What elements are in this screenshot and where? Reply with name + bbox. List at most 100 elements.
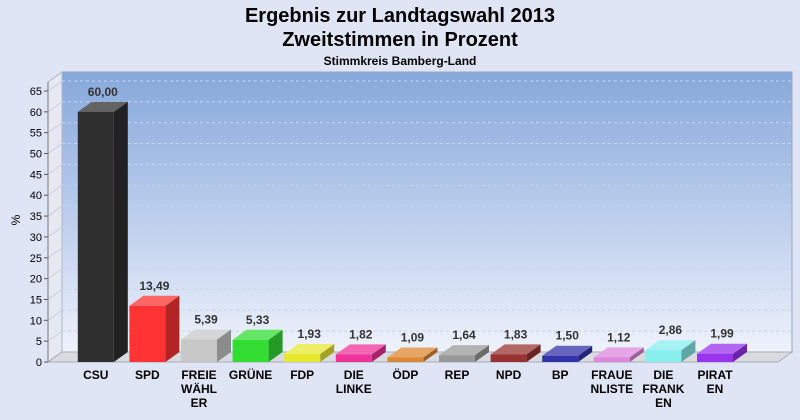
bar-top: [542, 345, 593, 356]
category-label: BP: [552, 368, 569, 382]
category-label: FRAUE: [591, 368, 632, 382]
bar-top: [593, 347, 644, 358]
bar-top: [335, 344, 386, 355]
y-tick-label: 0: [36, 357, 42, 369]
bar: [387, 347, 438, 362]
bar-front: [77, 111, 114, 362]
category-label: WÄHL: [181, 381, 217, 396]
category-label: DIE: [344, 368, 364, 382]
bar-side: [320, 343, 335, 362]
bar: [439, 345, 489, 362]
bar-top: [439, 345, 489, 356]
value-label: 1,64: [452, 328, 476, 342]
chart-constituency: Stimmkreis Bamberg-Land: [323, 54, 477, 68]
bar-side: [475, 345, 489, 362]
category-label: REP: [445, 368, 470, 382]
bar-front: [129, 305, 166, 362]
bar: [284, 343, 335, 362]
bar-front: [542, 355, 579, 362]
category-label: EN: [707, 382, 724, 396]
bar: [542, 345, 593, 362]
bar-side: [423, 347, 438, 362]
y-tick-label: 20: [30, 274, 42, 286]
bar-side: [681, 340, 696, 362]
category-label: ER: [191, 396, 208, 410]
bar-front: [593, 357, 630, 362]
gridline-side: [47, 143, 63, 154]
bar-top: [645, 340, 696, 351]
bar-front: [439, 355, 475, 362]
bar-side: [113, 101, 128, 362]
value-label: 1,93: [298, 327, 322, 341]
bars: [77, 101, 747, 362]
gridline-side: [47, 268, 63, 280]
gridline-side: [47, 122, 63, 134]
bar: [490, 344, 541, 362]
gridline-side: [47, 309, 63, 321]
value-label: 1,50: [556, 329, 580, 343]
value-label: 1,12: [607, 330, 631, 344]
y-tick-label: 40: [30, 190, 42, 202]
category-label: FDP: [290, 368, 314, 382]
category-label: CSU: [83, 368, 108, 382]
bar: [129, 295, 180, 362]
bar-front: [387, 357, 424, 362]
category-label: FRANK: [642, 382, 684, 396]
bar: [697, 343, 747, 362]
bar: [645, 340, 696, 362]
bar-top: [181, 329, 231, 340]
value-label: 1,83: [504, 327, 528, 341]
gridline-side: [47, 226, 63, 238]
bar-side: [526, 344, 541, 362]
bar-side: [733, 343, 747, 362]
gridline-side: [47, 205, 63, 217]
y-tick-label: 45: [30, 169, 42, 181]
y-tick-label: 65: [30, 86, 42, 98]
bar: [232, 329, 283, 362]
value-label: 1,82: [349, 327, 373, 341]
bar-front: [490, 354, 527, 362]
gridline-side: [47, 330, 63, 342]
category-label: EN: [655, 396, 672, 410]
gridline-side: [47, 289, 63, 300]
category-label: ÖDP: [392, 367, 418, 382]
y-tick-label: 55: [30, 128, 42, 140]
bar: [593, 347, 644, 362]
bar-side: [165, 295, 180, 362]
bar-side: [268, 329, 283, 362]
value-label: 60,00: [88, 85, 118, 99]
value-label: 5,39: [194, 313, 218, 327]
gridline-side: [47, 184, 63, 196]
bar-front: [697, 353, 733, 362]
y-tick-label: 35: [30, 211, 42, 223]
y-tick-label: 60: [30, 107, 42, 119]
plot-back-wall: [61, 71, 793, 353]
gridline-side: [47, 247, 63, 259]
bar-side: [217, 329, 231, 362]
bar-front: [232, 339, 269, 362]
gridline-side: [47, 80, 63, 92]
y-tick-label: 5: [36, 336, 42, 348]
category-label: LINKE: [336, 382, 372, 396]
bar-side: [578, 345, 593, 362]
bar-top: [232, 329, 283, 340]
y-tick-label: 25: [30, 253, 42, 265]
y-axis-title: %: [9, 214, 23, 225]
category-label: SPD: [135, 368, 160, 382]
gridline-side: [47, 163, 63, 175]
bar-side: [629, 347, 644, 362]
bar-top: [697, 343, 747, 354]
category-label: PIRAT: [697, 368, 733, 382]
bar: [181, 329, 231, 362]
bar-front: [645, 350, 682, 362]
y-tick-label: 30: [30, 232, 42, 244]
y-tick-label: 10: [30, 315, 42, 327]
gridline-side: [47, 101, 63, 113]
category-label: DIE: [653, 368, 673, 382]
bar-top: [490, 344, 541, 355]
bar-top: [77, 101, 128, 112]
bar-front: [335, 354, 372, 362]
value-label: 1,99: [710, 327, 734, 341]
